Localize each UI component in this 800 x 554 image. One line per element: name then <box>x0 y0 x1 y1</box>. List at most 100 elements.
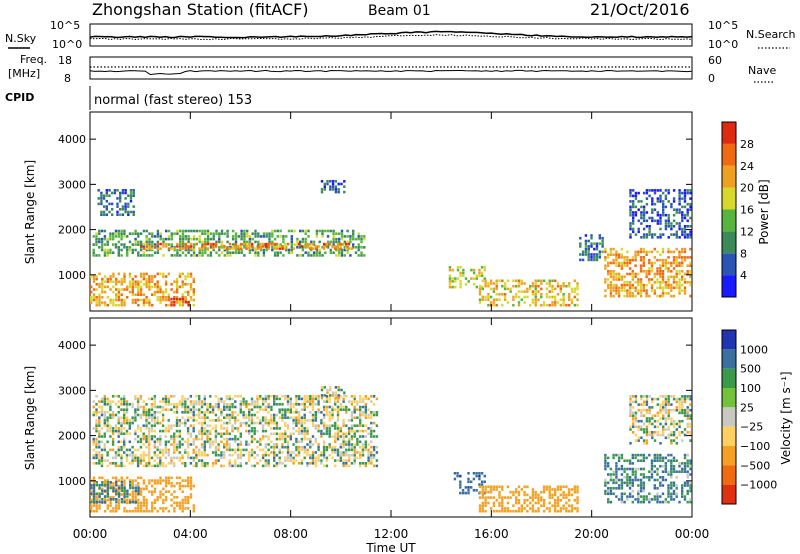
heatmap-cell <box>656 470 659 473</box>
heatmap-cell <box>234 405 237 409</box>
heatmap-cell <box>131 285 134 289</box>
heatmap-cell <box>645 250 648 254</box>
heatmap-cell <box>367 453 370 457</box>
heatmap-cell <box>478 268 481 272</box>
heatmap-cell <box>229 254 232 257</box>
heatmap-cell <box>106 403 109 406</box>
heatmap-cell <box>192 440 195 444</box>
heatmap-cell <box>335 248 338 252</box>
heatmap-cell <box>245 448 248 452</box>
heatmap-cell <box>551 504 554 507</box>
heatmap-cell <box>303 456 306 460</box>
heatmap-cell <box>256 405 259 409</box>
heatmap-cell <box>175 435 179 438</box>
heatmap-cell <box>304 240 307 244</box>
heatmap-cell <box>607 456 610 460</box>
heatmap-cell <box>245 462 248 465</box>
heatmap-cell <box>159 405 162 409</box>
heatmap-cell <box>329 388 332 392</box>
heatmap-cell <box>192 416 195 419</box>
heatmap-cell <box>231 437 234 441</box>
heatmap-cell <box>661 281 665 284</box>
heatmap-cell <box>328 419 331 422</box>
heatmap-cell <box>98 445 101 449</box>
heatmap-cell <box>542 279 546 283</box>
heatmap-cell <box>228 247 232 250</box>
heatmap-cell <box>137 504 140 507</box>
heatmap-cell <box>672 278 676 281</box>
heatmap-cell <box>683 250 687 254</box>
heatmap-cell <box>670 487 673 490</box>
heatmap-cell <box>103 416 106 419</box>
heatmap-cell <box>153 464 156 468</box>
heatmap-cell <box>297 427 301 430</box>
heatmap-cell <box>281 462 284 465</box>
heatmap-cell <box>328 427 331 430</box>
noise-tick-bottom: 10^0 <box>52 38 82 51</box>
heatmap-cell <box>617 453 621 457</box>
heatmap-cell <box>672 256 676 259</box>
heatmap-cell <box>106 464 109 468</box>
heatmap-cell <box>131 243 134 246</box>
heatmap-cell <box>129 197 133 200</box>
heatmap-cell <box>201 240 204 244</box>
heatmap-cell <box>517 295 521 299</box>
heatmap-cell <box>115 504 118 507</box>
heatmap-cell <box>250 242 254 246</box>
heatmap-cell <box>331 182 335 186</box>
heatmap-cell <box>651 202 654 206</box>
heatmap-cell <box>225 445 229 449</box>
heatmap-cell <box>254 229 257 233</box>
heatmap-cell <box>108 210 111 214</box>
heatmap-cell <box>534 501 537 505</box>
heatmap-cell <box>318 229 321 233</box>
heatmap-cell <box>128 509 132 513</box>
heatmap-cell <box>201 229 204 233</box>
heatmap-cell <box>261 464 265 468</box>
heatmap-cell <box>664 395 668 398</box>
power-colorbar-tick: 8 <box>740 247 747 260</box>
heatmap-cell <box>345 443 348 446</box>
heatmap-cell <box>548 290 551 293</box>
heatmap-cell <box>307 235 310 238</box>
heatmap-cell <box>212 247 215 250</box>
heatmap-cell <box>598 242 601 245</box>
heatmap-cell <box>232 229 235 233</box>
heatmap-cell <box>259 421 262 425</box>
heatmap-cell <box>534 490 537 494</box>
heatmap-cell <box>607 286 610 290</box>
heatmap-cell <box>667 250 670 254</box>
heatmap-cell <box>275 397 279 401</box>
heatmap-cell <box>667 281 670 284</box>
velocity-ylabel: Slant Range [km] <box>23 366 37 470</box>
heatmap-cell <box>234 240 238 244</box>
heatmap-cell <box>209 432 212 436</box>
heatmap-cell <box>481 507 484 510</box>
heatmap-cell <box>615 487 618 490</box>
heatmap-cell <box>179 254 182 257</box>
heatmap-cell <box>195 408 198 411</box>
heatmap-cell <box>311 403 315 406</box>
heatmap-cell <box>551 287 554 291</box>
heatmap-cell <box>98 293 101 296</box>
heatmap-cell <box>284 416 287 419</box>
heatmap-cell <box>137 509 140 513</box>
heatmap-cell <box>273 453 276 457</box>
heatmap-cell <box>153 435 156 438</box>
heatmap-cell <box>175 280 179 283</box>
heatmap-cell <box>329 386 332 389</box>
heatmap-cell <box>243 232 246 235</box>
heatmap-cell <box>109 448 112 452</box>
heatmap-cell <box>350 411 354 414</box>
heatmap-cell <box>681 395 684 398</box>
heatmap-cell <box>192 507 195 510</box>
heatmap-cell <box>314 440 317 444</box>
heatmap-cell <box>259 248 263 252</box>
heatmap-cell <box>672 258 676 262</box>
heatmap-cell <box>338 240 341 244</box>
heatmap-cell <box>309 395 312 398</box>
heatmap-cell <box>345 395 348 398</box>
heatmap-cell <box>363 254 366 257</box>
heatmap-cell <box>515 490 518 494</box>
heatmap-cell <box>678 425 681 429</box>
